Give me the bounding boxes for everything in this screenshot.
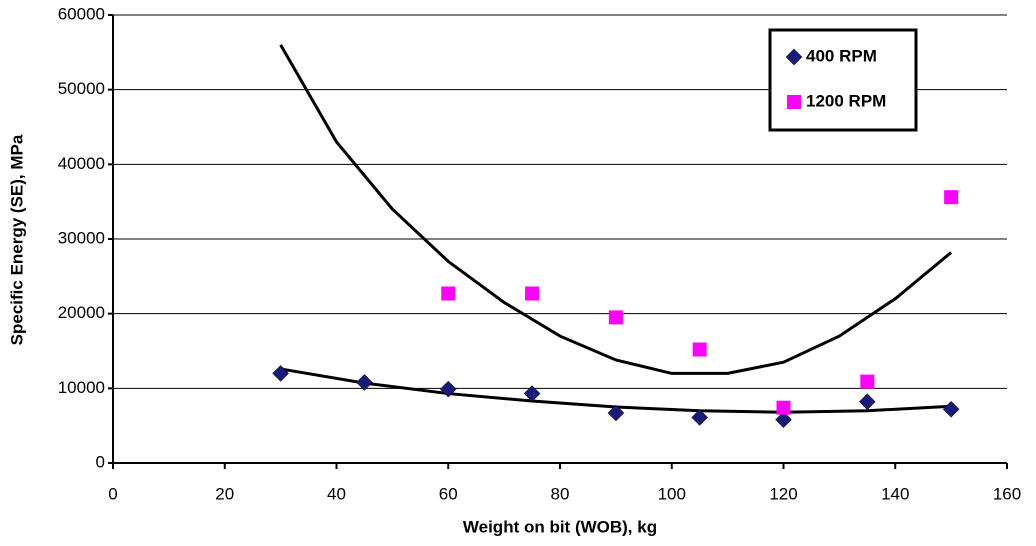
point xyxy=(860,374,875,389)
y-tick-label: 10000 xyxy=(58,378,105,397)
y-tick-label: 50000 xyxy=(58,79,105,98)
y-tick-label: 30000 xyxy=(58,228,105,247)
point xyxy=(692,342,707,357)
x-tick-label: 140 xyxy=(881,484,909,503)
point xyxy=(523,385,541,402)
legend-marker xyxy=(787,95,801,109)
point xyxy=(858,393,876,411)
legend-label: 400 RPM xyxy=(806,46,877,65)
point xyxy=(608,310,623,325)
x-tick-label: 160 xyxy=(993,484,1021,503)
point xyxy=(944,190,959,205)
point xyxy=(525,286,540,301)
point xyxy=(441,286,456,301)
trend-line xyxy=(279,44,953,375)
x-tick-label: 60 xyxy=(439,484,458,503)
point xyxy=(776,400,791,415)
y-axis-title: Specific Energy (SE), MPa xyxy=(7,134,26,345)
y-tick-label: 20000 xyxy=(58,303,105,322)
point xyxy=(356,374,373,391)
point xyxy=(439,380,457,398)
point xyxy=(272,365,289,382)
legend-label: 1200 RPM xyxy=(806,91,886,110)
legend-box xyxy=(768,28,918,132)
point xyxy=(607,404,625,422)
y-tick-label: 60000 xyxy=(58,4,105,23)
y-tick-label: 0 xyxy=(96,452,105,471)
point xyxy=(942,400,960,418)
x-tick-label: 40 xyxy=(327,484,346,503)
point xyxy=(775,411,792,429)
x-tick-label: 100 xyxy=(658,484,686,503)
x-axis-title: Weight on bit (WOB), kg xyxy=(463,517,657,536)
x-tick-label: 20 xyxy=(215,484,234,503)
x-tick-label: 0 xyxy=(108,484,117,503)
y-tick-label: 40000 xyxy=(58,154,105,173)
x-tick-label: 80 xyxy=(551,484,570,503)
x-tick-label: 120 xyxy=(769,484,797,503)
point xyxy=(691,409,709,426)
legend-marker xyxy=(785,48,803,66)
